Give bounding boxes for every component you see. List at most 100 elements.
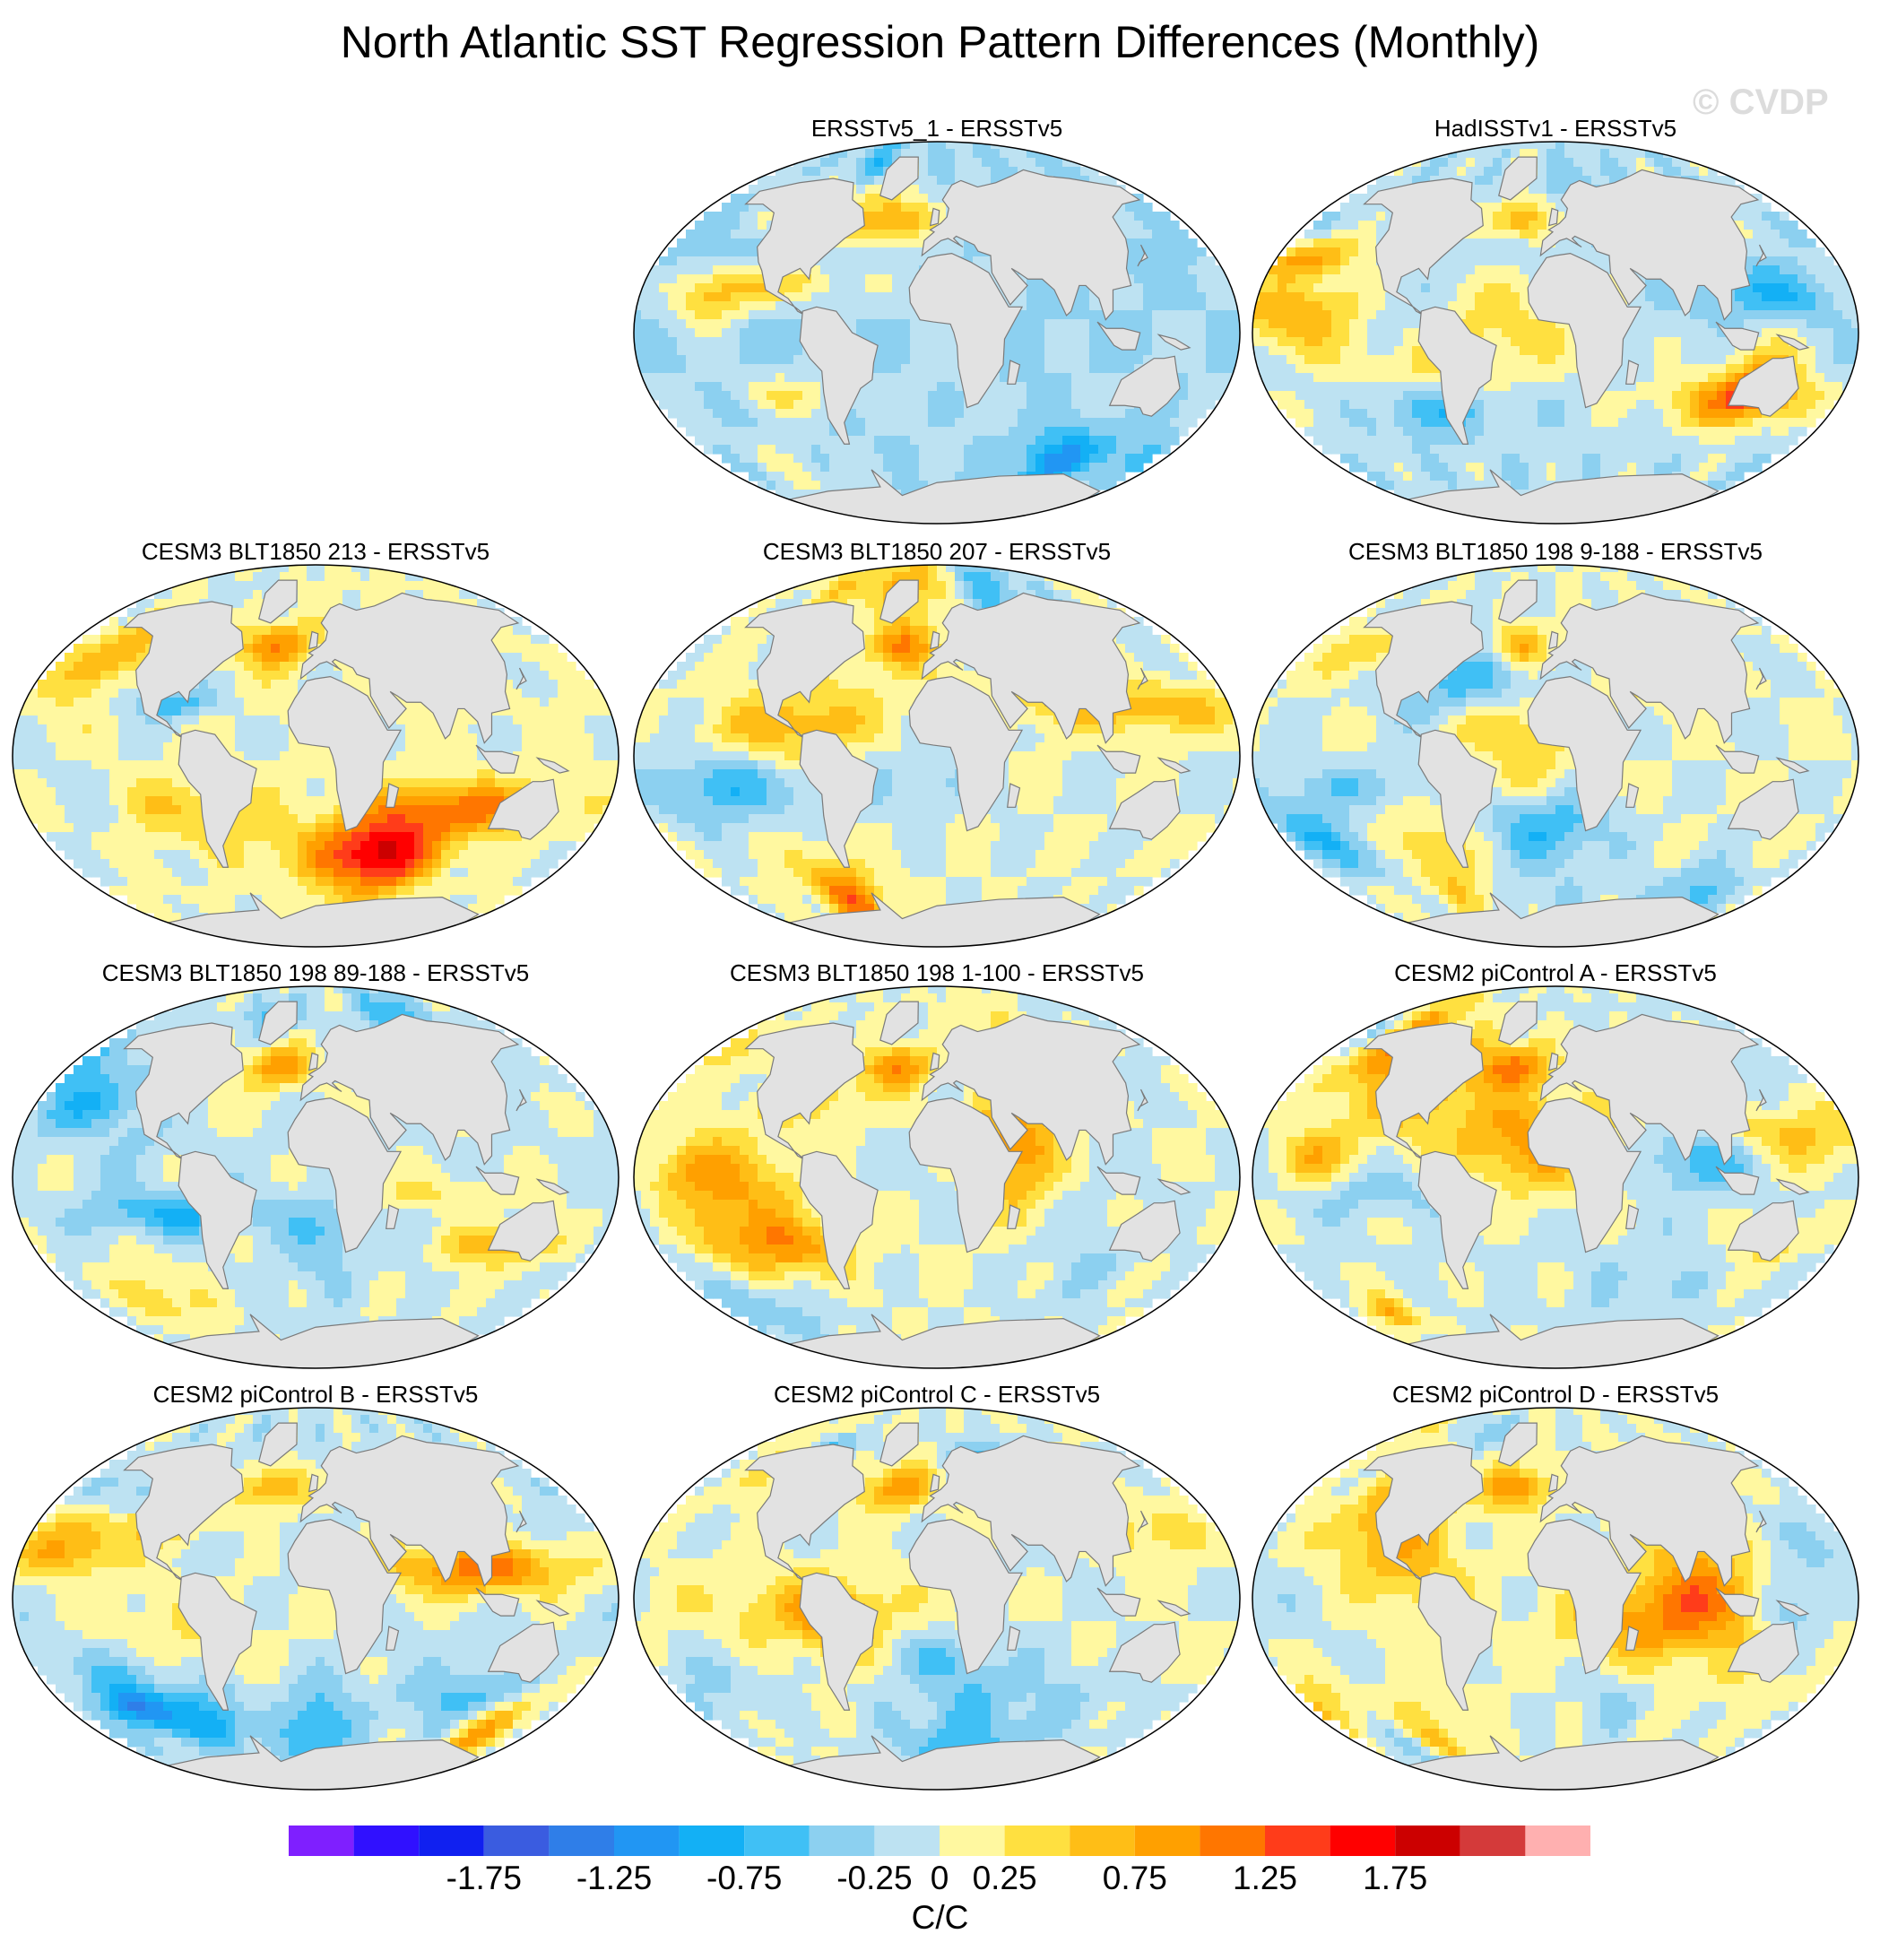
colorbar-swatch	[289, 1826, 354, 1856]
landmass	[123, 1444, 244, 1583]
landmass	[879, 1422, 919, 1467]
landmass	[1727, 1621, 1799, 1683]
landmass	[908, 1518, 1024, 1675]
landmass	[535, 1600, 570, 1617]
landmass	[515, 1088, 527, 1112]
map-panel: CESM3 BLT1850 198 89-188 - ERSSTv5	[11, 959, 620, 1372]
landmass	[1539, 592, 1760, 744]
landmass	[287, 675, 403, 832]
map-frame	[633, 564, 1241, 948]
landmass	[1363, 1022, 1484, 1161]
panel-title: HadISSTv1 - ERSSTv5	[1251, 115, 1860, 143]
map-panel: CESM2 piControl D - ERSSTv5	[1251, 1381, 1860, 1793]
landmass	[879, 579, 919, 624]
landmass	[908, 675, 1024, 832]
landmass	[908, 1097, 1024, 1253]
colorbar-swatch	[1330, 1826, 1396, 1856]
landmass	[1108, 778, 1181, 840]
landmass	[287, 1518, 403, 1675]
landmass	[1417, 729, 1497, 868]
landmass	[1157, 334, 1191, 351]
landmass	[299, 1013, 520, 1166]
landmass	[1755, 1510, 1767, 1533]
colorbar-swatch	[679, 1826, 745, 1856]
landmass	[487, 1200, 559, 1262]
landmass	[1625, 783, 1640, 808]
figure-title: North Atlantic SST Regression Pattern Di…	[0, 16, 1880, 68]
landmass	[165, 892, 480, 947]
colorbar-units-label: C/C	[0, 1899, 1880, 1937]
landmass	[1527, 1097, 1642, 1253]
landmass	[799, 1150, 879, 1289]
landmass	[1539, 1435, 1760, 1587]
landmass	[1405, 469, 1720, 524]
landmass	[1715, 1587, 1760, 1617]
landmass	[178, 729, 257, 868]
landmass	[1405, 892, 1720, 947]
landmass	[1363, 1444, 1484, 1583]
landmass	[386, 783, 400, 808]
colorbar-tick-label: -0.75	[706, 1860, 782, 1897]
landmass	[786, 1314, 1101, 1368]
world-map	[1252, 564, 1859, 948]
colorbar-swatch	[874, 1826, 940, 1856]
colorbar-swatch	[614, 1826, 680, 1856]
colorbar-tick-label: 1.75	[1363, 1860, 1427, 1897]
map-panel: CESM2 piControl C - ERSSTv5	[632, 1381, 1242, 1793]
colorbar-swatch	[744, 1826, 810, 1856]
landmass	[1498, 1001, 1538, 1045]
colorbar-swatch	[809, 1826, 875, 1856]
landmass	[1363, 601, 1484, 740]
landmass	[299, 1435, 520, 1587]
world-map	[12, 1407, 619, 1791]
landmass	[1157, 1178, 1191, 1195]
landmass	[744, 178, 865, 317]
landmass	[799, 1572, 879, 1711]
landmass	[1755, 1088, 1767, 1112]
colorbar-swatch	[1004, 1826, 1070, 1856]
landmass	[165, 1314, 480, 1368]
map-panel: CESM3 BLT1850 207 - ERSSTv5	[632, 538, 1242, 950]
landmass	[515, 667, 527, 690]
landmass	[258, 579, 298, 624]
landmass	[475, 744, 520, 774]
landmass	[929, 630, 940, 650]
map-frame	[12, 564, 619, 948]
map-frame	[1252, 985, 1859, 1369]
map-frame	[12, 985, 619, 1369]
colorbar	[289, 1826, 1590, 1856]
colorbar-tick-label: -0.25	[836, 1860, 912, 1897]
landmass	[1007, 1626, 1021, 1651]
landmass	[1727, 1200, 1799, 1262]
landmass	[1405, 1314, 1720, 1368]
landmass	[1108, 355, 1181, 417]
colorbar-tick-label: 0	[931, 1860, 949, 1897]
panel-title: CESM3 BLT1850 198 89-188 - ERSSTv5	[11, 959, 620, 987]
landmass	[744, 1022, 865, 1161]
landmass	[1096, 1587, 1141, 1617]
landmass	[1007, 783, 1021, 808]
landmass	[1417, 306, 1497, 445]
landmass	[487, 1621, 559, 1683]
colorbar-tick-label: -1.75	[446, 1860, 522, 1897]
map-panel: CESM2 piControl A - ERSSTv5	[1251, 959, 1860, 1372]
map-frame	[1252, 564, 1859, 948]
landmass	[929, 1473, 940, 1493]
colorbar-swatch	[1395, 1826, 1460, 1856]
colorbar-swatch	[549, 1826, 614, 1856]
panel-title: CESM3 BLT1850 198 9-188 - ERSSTv5	[1251, 538, 1860, 566]
watermark: © CVDP	[1693, 82, 1829, 123]
world-map	[633, 1407, 1241, 1791]
landmass	[1775, 1178, 1810, 1195]
landmass	[1137, 1088, 1148, 1112]
map-frame	[1252, 141, 1859, 525]
map-panel: HadISSTv1 - ERSSTv5	[1251, 115, 1860, 527]
world-map	[1252, 985, 1859, 1369]
landmass	[921, 169, 1141, 321]
landmass	[487, 778, 559, 840]
colorbar-swatch	[1265, 1826, 1330, 1856]
landmass	[1137, 244, 1148, 267]
landmass	[1096, 1166, 1141, 1195]
landmass	[1157, 1600, 1191, 1617]
landmass	[1007, 1204, 1021, 1229]
